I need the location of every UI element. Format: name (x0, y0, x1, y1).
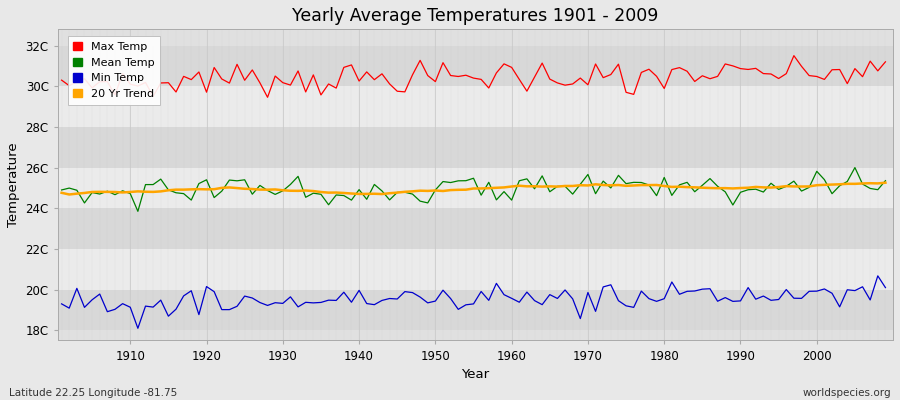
Legend: Max Temp, Mean Temp, Min Temp, 20 Yr Trend: Max Temp, Mean Temp, Min Temp, 20 Yr Tre… (68, 36, 160, 105)
Text: Latitude 22.25 Longitude -81.75: Latitude 22.25 Longitude -81.75 (9, 388, 177, 398)
Bar (58, 208, 893, 249)
Bar (58, 46, 893, 86)
Title: Yearly Average Temperatures 1901 - 2009: Yearly Average Temperatures 1901 - 2009 (292, 7, 659, 25)
Bar (58, 168, 893, 208)
Y-axis label: Temperature: Temperature (7, 142, 20, 227)
Bar (58, 127, 893, 168)
Bar (58, 290, 893, 330)
Bar (58, 249, 893, 290)
X-axis label: Year: Year (462, 368, 490, 381)
Bar (58, 86, 893, 127)
Text: worldspecies.org: worldspecies.org (803, 388, 891, 398)
